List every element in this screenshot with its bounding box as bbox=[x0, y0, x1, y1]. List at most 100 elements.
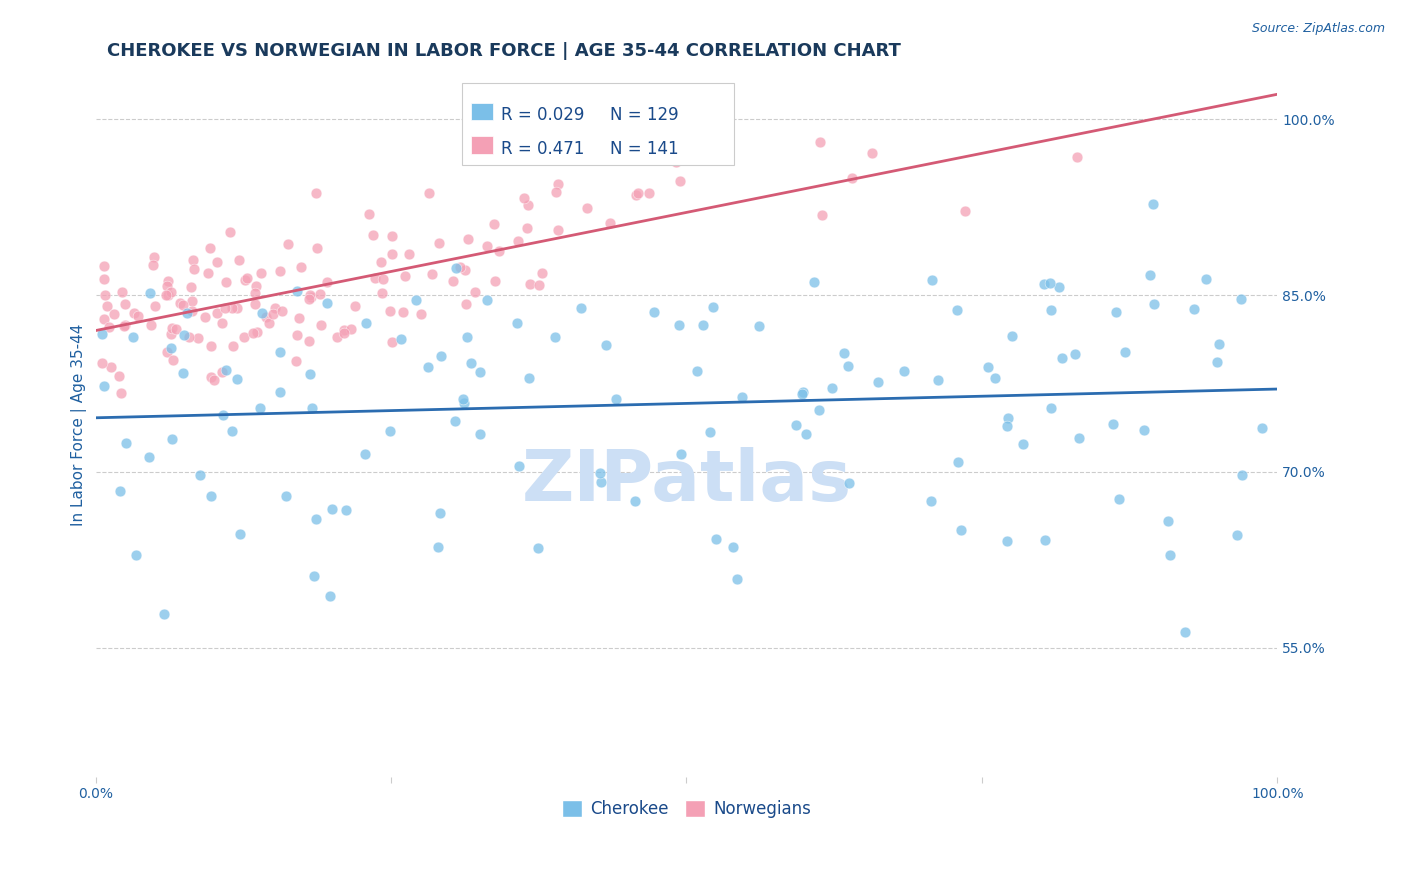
Point bbox=[202, 373, 225, 387]
Point bbox=[254, 310, 277, 325]
Point bbox=[977, 359, 1000, 374]
Point bbox=[792, 384, 814, 399]
Point bbox=[285, 328, 308, 343]
Point bbox=[1230, 467, 1253, 482]
Point bbox=[298, 334, 321, 348]
Point bbox=[162, 352, 184, 367]
Point bbox=[430, 350, 453, 364]
FancyBboxPatch shape bbox=[471, 136, 492, 154]
Point bbox=[257, 316, 280, 330]
Point bbox=[547, 178, 569, 192]
Point bbox=[245, 279, 267, 293]
Point bbox=[205, 306, 228, 320]
Point bbox=[143, 299, 166, 313]
Point bbox=[429, 506, 451, 520]
Point bbox=[121, 330, 143, 344]
Point bbox=[138, 450, 160, 464]
Point bbox=[111, 285, 134, 299]
Point bbox=[160, 320, 183, 334]
Point bbox=[1250, 421, 1272, 435]
Point bbox=[277, 236, 299, 251]
Point bbox=[643, 305, 665, 319]
Point bbox=[547, 223, 569, 237]
Point bbox=[354, 316, 377, 330]
Point bbox=[177, 330, 200, 344]
Point bbox=[995, 534, 1018, 549]
Text: N = 141: N = 141 bbox=[610, 139, 678, 158]
Point bbox=[1208, 337, 1230, 351]
Point bbox=[1108, 491, 1130, 506]
Point bbox=[156, 288, 179, 302]
Point bbox=[841, 171, 863, 186]
Point bbox=[263, 301, 285, 315]
Point bbox=[371, 285, 394, 300]
Point bbox=[381, 228, 404, 243]
Point bbox=[110, 385, 132, 400]
Point bbox=[159, 327, 181, 342]
Point bbox=[506, 316, 529, 330]
Point bbox=[183, 262, 205, 277]
Point bbox=[225, 301, 247, 315]
Point bbox=[794, 426, 817, 441]
Point bbox=[315, 275, 337, 289]
Point bbox=[860, 146, 883, 161]
Point bbox=[162, 432, 184, 446]
Point bbox=[1066, 150, 1088, 164]
Point bbox=[927, 373, 949, 387]
Point bbox=[93, 288, 115, 302]
Point bbox=[114, 296, 136, 310]
Point bbox=[995, 419, 1018, 434]
Point bbox=[411, 307, 433, 321]
Text: N = 129: N = 129 bbox=[610, 105, 678, 124]
Point bbox=[181, 293, 204, 308]
Point bbox=[669, 174, 692, 188]
Text: CHEROKEE VS NORWEGIAN IN LABOR FORCE | AGE 35-44 CORRELATION CHART: CHEROKEE VS NORWEGIAN IN LABOR FORCE | A… bbox=[107, 42, 901, 60]
Point bbox=[392, 305, 415, 319]
Point bbox=[173, 327, 195, 342]
Point bbox=[305, 186, 328, 200]
Point bbox=[176, 306, 198, 320]
Point bbox=[114, 436, 136, 450]
Point bbox=[748, 318, 770, 333]
Point bbox=[200, 339, 222, 353]
Point bbox=[1104, 304, 1126, 318]
Point bbox=[516, 197, 538, 211]
Point bbox=[460, 356, 482, 370]
Point bbox=[181, 303, 204, 318]
Point bbox=[107, 368, 129, 383]
Point bbox=[232, 329, 254, 343]
Point bbox=[143, 250, 166, 264]
Point bbox=[1205, 355, 1227, 369]
Point bbox=[301, 401, 323, 416]
Point bbox=[319, 589, 342, 603]
Text: ZIPatlas: ZIPatlas bbox=[522, 447, 852, 516]
Point bbox=[803, 275, 825, 289]
Point bbox=[302, 569, 325, 583]
Point bbox=[1114, 344, 1136, 359]
Point bbox=[91, 326, 114, 341]
Point bbox=[692, 318, 714, 332]
Point bbox=[142, 258, 165, 272]
Point bbox=[527, 541, 550, 556]
Point bbox=[211, 365, 233, 379]
Point bbox=[250, 306, 273, 320]
Point bbox=[1195, 272, 1218, 286]
Point bbox=[519, 277, 541, 292]
Point bbox=[269, 344, 291, 359]
Point bbox=[699, 425, 721, 439]
Point bbox=[893, 364, 915, 378]
Point bbox=[243, 285, 266, 300]
Point bbox=[1050, 351, 1073, 366]
Point bbox=[1159, 548, 1181, 562]
Point bbox=[449, 260, 471, 275]
Point bbox=[335, 503, 357, 517]
Point bbox=[807, 403, 830, 417]
Text: Source: ZipAtlas.com: Source: ZipAtlas.com bbox=[1251, 22, 1385, 36]
Point bbox=[838, 476, 860, 491]
Point bbox=[344, 299, 367, 313]
Point bbox=[1039, 302, 1062, 317]
Point bbox=[207, 255, 229, 269]
Point bbox=[544, 185, 567, 199]
Point bbox=[381, 334, 404, 349]
Point bbox=[222, 339, 245, 353]
